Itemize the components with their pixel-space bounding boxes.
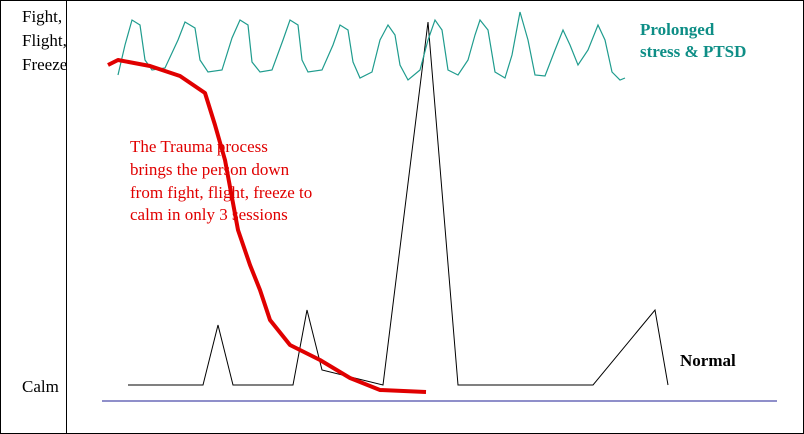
trauma-label: brings the person down <box>130 160 290 179</box>
y-label: Calm <box>22 377 59 396</box>
trauma-label: calm in only 3 sessions <box>130 205 288 224</box>
stress-label: stress & PTSD <box>640 42 746 61</box>
trauma-label: The Trauma process <box>130 137 268 156</box>
y-label: Flight, <box>22 31 67 50</box>
normal-label: Normal <box>680 351 736 370</box>
stress-label: Prolonged <box>640 20 715 39</box>
y-label: Freeze <box>22 55 67 74</box>
trauma-curve <box>107 58 427 394</box>
y-label: Fight, <box>22 7 62 26</box>
stress-wave <box>117 11 626 81</box>
normal-line <box>128 21 669 386</box>
trauma-label: from fight, flight, freeze to <box>130 183 312 202</box>
